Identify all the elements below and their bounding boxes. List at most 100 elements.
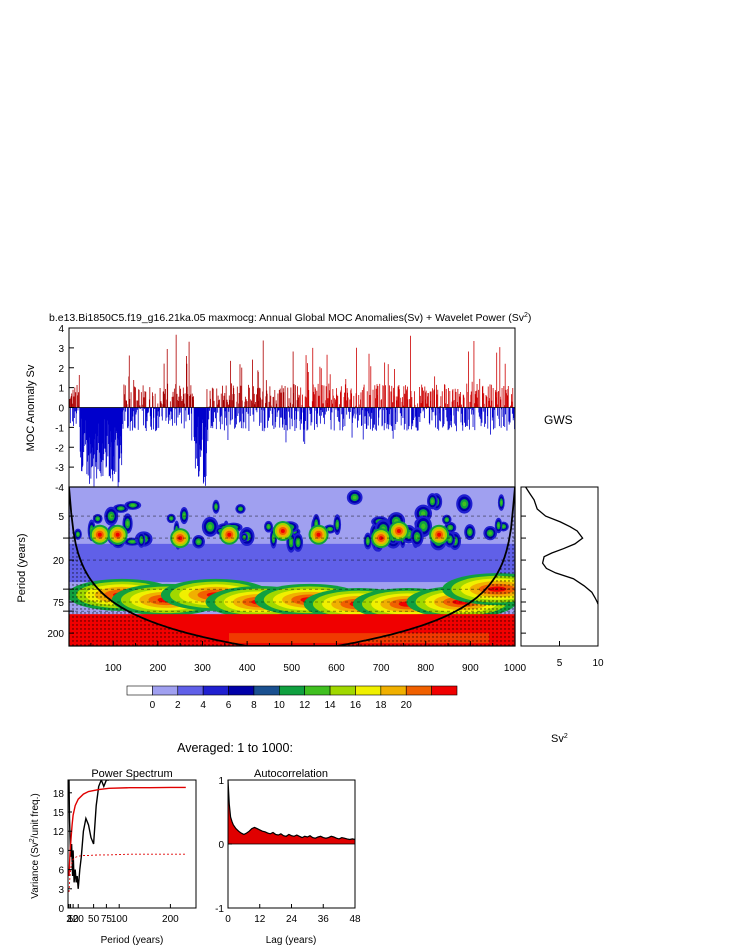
autocorrelation-x-tick-label: 36 — [318, 914, 330, 925]
power-spectrum-y-tick-label: 3 — [58, 885, 64, 896]
wavelet-short-feature — [296, 540, 300, 545]
wavelet-short-feature — [267, 525, 270, 529]
wavelet-hot-spot — [396, 528, 401, 533]
wavelet-short-feature — [208, 524, 213, 530]
wavelet-hot-spot — [227, 532, 232, 537]
wavelet-y-tick-label: 5 — [58, 512, 64, 523]
timeseries-ylabel: MOC Anomaly Sv — [25, 364, 37, 451]
wavelet-short-feature — [366, 538, 369, 544]
colorbar-swatch — [279, 685, 305, 696]
wavelet-short-feature — [415, 534, 419, 540]
timeseries-y-axis: 4 3 2 1 0 -1 -2 -3 -4 — [55, 324, 74, 494]
timeseries-y-tick-label: -1 — [55, 423, 64, 434]
power-spectrum-title: Power Spectrum — [91, 768, 172, 780]
autocorrelation-xlabel: Lag (years) — [266, 935, 317, 945]
autocorrelation-frame — [227, 779, 356, 909]
power-spectrum-red-dashed — [68, 853, 186, 893]
power-spectrum-y-tick-label: 18 — [53, 789, 65, 800]
power-spectrum-x-tick-label: 100 — [111, 914, 128, 925]
wavelet-hot-spot — [316, 532, 321, 537]
wavelet-short-feature — [289, 539, 293, 545]
colorbar-swatch — [253, 685, 280, 696]
timeseries-y-tick-label: -3 — [55, 463, 64, 474]
power-spectrum-y-tick-label: 9 — [58, 846, 64, 857]
chart-title: b.e13.Bi1850C5.f19_g16.21ka.05 maxmocg: … — [49, 312, 531, 324]
colorbar-label: 16 — [350, 700, 362, 711]
colorbar-swatch — [355, 685, 382, 696]
autocorrelation-y-tick-label: -1 — [215, 904, 224, 915]
colorbar-label: 10 — [274, 700, 286, 711]
wavelet-x-tick-label: 300 — [194, 663, 211, 674]
timeseries-y-tick-label: 1 — [58, 384, 64, 395]
wavelet-x-tick-label: 900 — [462, 663, 479, 674]
wavelet-short-feature — [96, 517, 99, 520]
wavelet-x-tick-label: 100 — [105, 663, 122, 674]
wavelet-axes: 5 20 75 200 100 200 300 400 500 600 700 800 900 1000 — [47, 512, 526, 674]
power-spectrum-y-tick-label: 6 — [58, 866, 64, 877]
timeseries-y-tick-label: 0 — [58, 404, 64, 415]
autocorrelation-y-tick-label: 1 — [218, 776, 224, 787]
wavelet-short-feature — [130, 504, 135, 507]
wavelet-short-feature — [118, 507, 123, 510]
timeseries-y-tick-label: 2 — [58, 364, 64, 375]
colorbar-swatch — [126, 685, 153, 696]
wavelet-short-feature — [336, 522, 339, 528]
wavelet-short-feature — [328, 527, 332, 531]
colorbar-label: 2 — [175, 700, 181, 711]
timeseries-y-tick-label: -4 — [55, 483, 64, 494]
wavelet-short-feature — [500, 500, 503, 505]
wavelet-short-feature — [468, 530, 472, 535]
colorbar-label: 0 — [150, 700, 156, 711]
wavelet-hot-spot — [178, 536, 183, 541]
wavelet-short-feature — [183, 513, 186, 518]
power-spectrum-y-tick-label: 0 — [58, 904, 64, 915]
gws-panel: 5 10 — [521, 486, 604, 669]
power-spectrum-y-tick-label: 12 — [53, 827, 65, 838]
positive-anomaly-outline — [69, 334, 299, 408]
wavelet-x-tick-label: 600 — [328, 663, 345, 674]
power-spectrum-x-tick-label: 75 — [101, 914, 113, 925]
gws-x-tick-label: 5 — [557, 658, 563, 669]
wavelet-short-feature — [488, 531, 492, 535]
wavelet-x-tick-label: 500 — [283, 663, 300, 674]
wavelet-short-feature — [352, 495, 357, 500]
wavelet-x-tick-label: 400 — [239, 663, 256, 674]
autocorrelation-x-tick-label: 24 — [286, 914, 298, 925]
wavelet-short-feature — [239, 507, 242, 511]
gws-line — [525, 486, 599, 605]
wavelet-hot-spot — [437, 532, 442, 537]
autocorrelation-x-tick-label: 0 — [225, 914, 231, 925]
wavelet-short-feature — [448, 526, 452, 530]
wavelet-short-feature — [130, 540, 135, 543]
colorbar-label: 18 — [375, 700, 387, 711]
power-spectrum-y-tick-label: 15 — [53, 808, 65, 819]
averaged-label: Averaged: 1 to 1000: — [177, 741, 293, 755]
power-spectrum-frame — [67, 779, 197, 909]
positive-anomaly-bars — [69, 334, 514, 408]
colorbar-swatch — [329, 685, 356, 696]
anomaly-bars — [69, 334, 515, 487]
wavelet-short-feature — [448, 537, 452, 542]
power-spectrum-xlabel: Period (years) — [101, 935, 164, 945]
power-spectrum-x-tick-label: 20 — [73, 914, 85, 925]
power-spectrum-lines — [68, 780, 186, 893]
colorbar-swatch — [177, 685, 204, 696]
autocorrelation-x-tick-label: 48 — [349, 914, 361, 925]
negative-anomaly-bars — [69, 407, 515, 487]
colorbar-label: 12 — [299, 700, 311, 711]
wavelet-short-feature — [445, 518, 448, 522]
wavelet-y-tick-label: 200 — [47, 629, 64, 640]
autocorrelation-area — [228, 780, 355, 844]
wavelet-x-tick-label: 800 — [417, 663, 434, 674]
wavelet-hot-spot — [97, 532, 102, 537]
colorbar-label: 20 — [401, 700, 413, 711]
autocorrelation-x-tick-label: 12 — [254, 914, 266, 925]
power-spectrum-x-tick-label: 200 — [162, 914, 179, 925]
wavelet-y-tick-label: 20 — [53, 556, 65, 567]
wavelet-short-feature — [76, 532, 79, 536]
wavelet-short-feature — [431, 499, 434, 504]
power-spectrum-x-tick-label: 5 — [68, 914, 74, 925]
